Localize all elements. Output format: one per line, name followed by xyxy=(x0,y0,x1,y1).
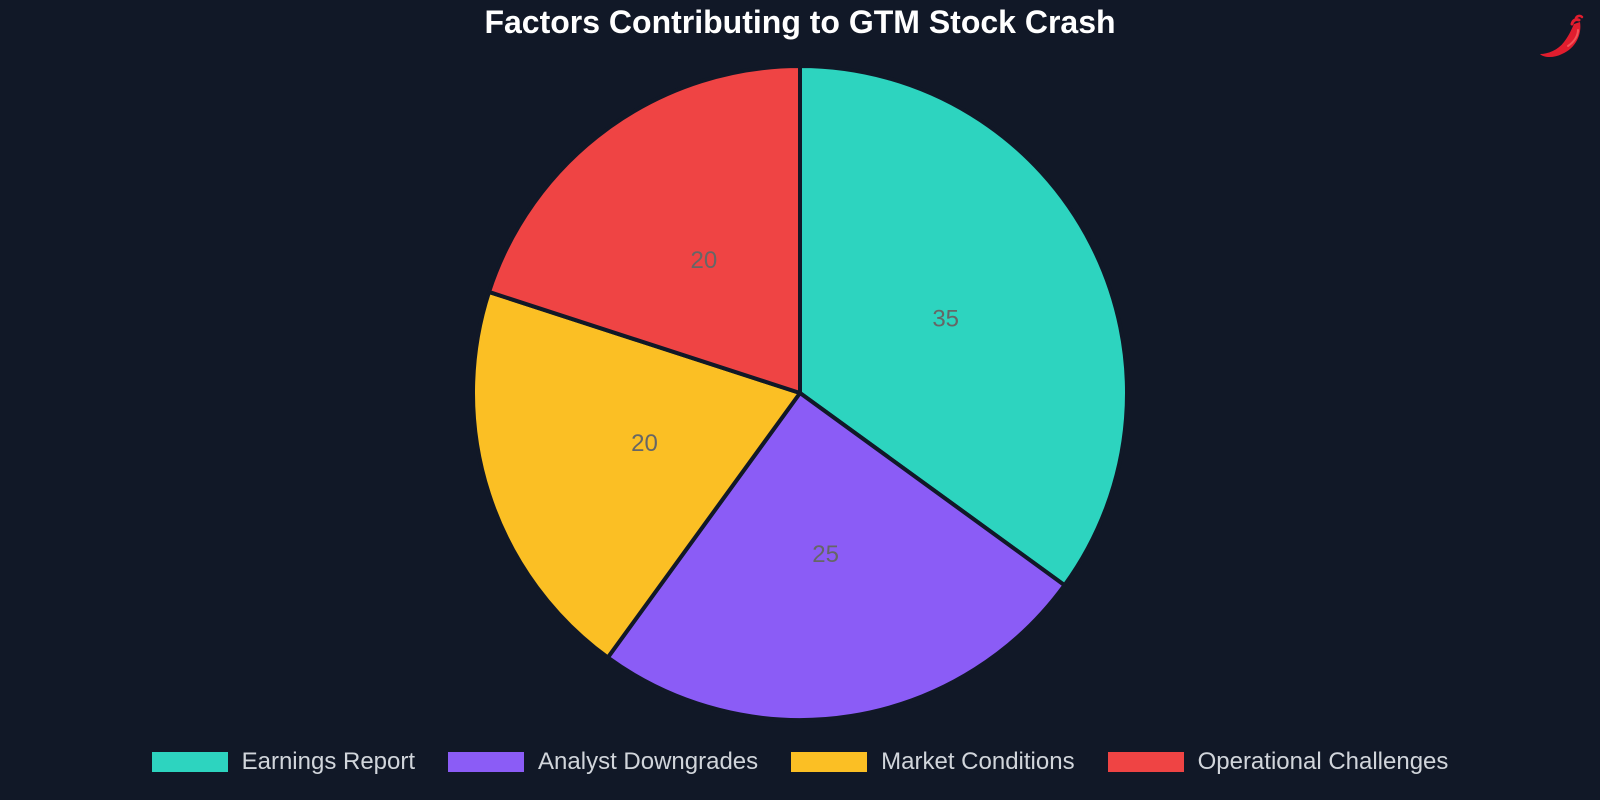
legend-label: Operational Challenges xyxy=(1197,748,1449,775)
legend-swatch xyxy=(791,752,868,772)
legend-label: Earnings Report xyxy=(241,748,416,775)
pie-slice-market-conditions[interactable] xyxy=(471,289,802,660)
chili-pepper-icon xyxy=(1540,14,1584,57)
slice-value-label-operational-challenges: 20 xyxy=(691,247,718,274)
legend-item-analyst-downgrades[interactable]: Analyst Downgrades xyxy=(448,748,758,776)
legend-swatch xyxy=(1107,752,1184,772)
slice-value-label-market-conditions: 20 xyxy=(631,430,658,457)
chart-title: Factors Contributing to GTM Stock Crash xyxy=(484,4,1116,40)
pie-slice-analyst-downgrades[interactable] xyxy=(605,391,1067,723)
legend-item-market-conditions[interactable]: Market Conditions xyxy=(791,748,1075,776)
legend-swatch xyxy=(151,752,228,772)
legend-item-earnings-report[interactable]: Earnings Report xyxy=(151,748,416,776)
slice-value-label-analyst-downgrades: 25 xyxy=(812,541,839,568)
slice-value-label-earnings-report: 35 xyxy=(932,305,959,332)
pie-slice-operational-challenges[interactable] xyxy=(487,64,802,395)
legend-item-operational-challenges[interactable]: Operational Challenges xyxy=(1107,748,1449,776)
chart-legend: Earnings Report Analyst Downgrades Marke… xyxy=(0,748,1600,776)
pie-slice-earnings-report[interactable] xyxy=(798,64,1129,588)
legend-swatch xyxy=(448,752,525,772)
legend-label: Market Conditions xyxy=(881,748,1075,775)
legend-label: Analyst Downgrades xyxy=(538,748,759,775)
